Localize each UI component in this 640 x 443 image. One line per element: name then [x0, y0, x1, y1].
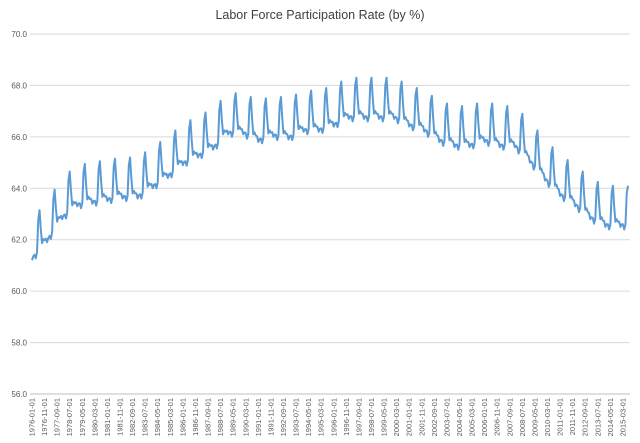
y-tick-label: 64.0: [11, 184, 27, 193]
x-tick-label: 2011-01-01: [556, 398, 565, 436]
x-tick-label: 2012-09-01: [581, 398, 590, 436]
x-tick-label: 2006-11-01: [493, 398, 502, 436]
x-tick-label: 1987-09-01: [204, 398, 213, 436]
x-tick-label: 1985-03-01: [166, 398, 175, 436]
x-tick-label: 1977-09-01: [53, 398, 62, 436]
x-tick-label: 2000-03-01: [392, 398, 401, 436]
y-tick-label: 60.0: [11, 287, 27, 296]
x-tick-label: 2002-09-01: [430, 398, 439, 436]
series-line: [31, 76, 629, 261]
x-tick-label: 1986-01-01: [178, 398, 187, 436]
x-tick-label: 1986-11-01: [191, 398, 200, 436]
x-tick-label: 2001-11-01: [417, 398, 426, 436]
x-axis-ticks: 1976-01-01 1976-11-01 1977-09-01 1978-07-01…: [28, 398, 628, 436]
x-tick-label: 2003-07-01: [442, 398, 451, 436]
x-tick-label: 1978-07-01: [65, 398, 74, 436]
x-tick-label: 1998-07-01: [367, 398, 376, 436]
x-tick-label: 1988-07-01: [216, 398, 225, 436]
x-tick-label: 1990-03-01: [241, 398, 250, 436]
x-tick-label: 1989-05-01: [229, 398, 238, 436]
x-tick-label: 1984-05-01: [153, 398, 162, 436]
x-tick-label: 1995-03-01: [317, 398, 326, 436]
x-tick-label: 2015-03-01: [618, 398, 627, 436]
x-tick-label: 2011-11-01: [568, 398, 577, 435]
x-tick-label: 1997-09-01: [354, 398, 363, 436]
x-tick-label: 1994-05-01: [304, 398, 313, 436]
x-tick-label: 1979-05-01: [78, 398, 87, 436]
x-tick-label: 1982-09-01: [128, 398, 137, 436]
x-tick-label: 2013-07-01: [593, 398, 602, 436]
chart-title: Labor Force Participation Rate (by %): [215, 8, 425, 22]
x-tick-label: 1993-07-01: [292, 398, 301, 436]
x-tick-label: 2007-09-01: [505, 398, 514, 436]
x-tick-label: 2008-07-01: [518, 398, 527, 436]
y-tick-label: 56.0: [11, 390, 27, 399]
x-tick-label: 1992-09-01: [279, 398, 288, 436]
y-axis-ticks: 56.0 58.0 60.0 62.0 64.0 66.0 68.0 70.0: [11, 30, 27, 399]
y-tick-label: 66.0: [11, 133, 27, 142]
x-tick-label: 1976-01-01: [28, 398, 37, 436]
x-tick-label: 1981-11-01: [116, 398, 125, 436]
y-tick-label: 68.0: [11, 81, 27, 90]
x-tick-label: 1976-11-01: [40, 398, 49, 436]
x-tick-label: 1999-05-01: [380, 398, 389, 436]
x-tick-label: 2001-01-01: [405, 398, 414, 436]
x-tick-label: 2014-05-01: [606, 398, 615, 436]
x-tick-label: 1991-01-01: [254, 398, 263, 436]
x-tick-label: 2010-03-01: [543, 398, 552, 436]
y-tick-label: 62.0: [11, 236, 27, 245]
x-tick-label: 1983-07-01: [141, 398, 150, 436]
x-tick-label: 2006-01-01: [480, 398, 489, 436]
y-tick-label: 58.0: [11, 339, 27, 348]
x-tick-label: 1981-01-01: [103, 398, 112, 436]
x-tick-label: 1996-01-01: [329, 398, 338, 436]
gridlines: [30, 33, 630, 395]
x-tick-label: 2005-03-01: [468, 398, 477, 436]
x-tick-label: 2009-05-01: [530, 398, 539, 436]
x-tick-label: 1996-11-01: [342, 398, 351, 436]
x-tick-label: 1991-11-01: [266, 398, 275, 436]
x-tick-label: 1980-03-01: [90, 398, 99, 436]
y-tick-label: 70.0: [11, 30, 27, 39]
x-tick-label: 2004-05-01: [455, 398, 464, 436]
